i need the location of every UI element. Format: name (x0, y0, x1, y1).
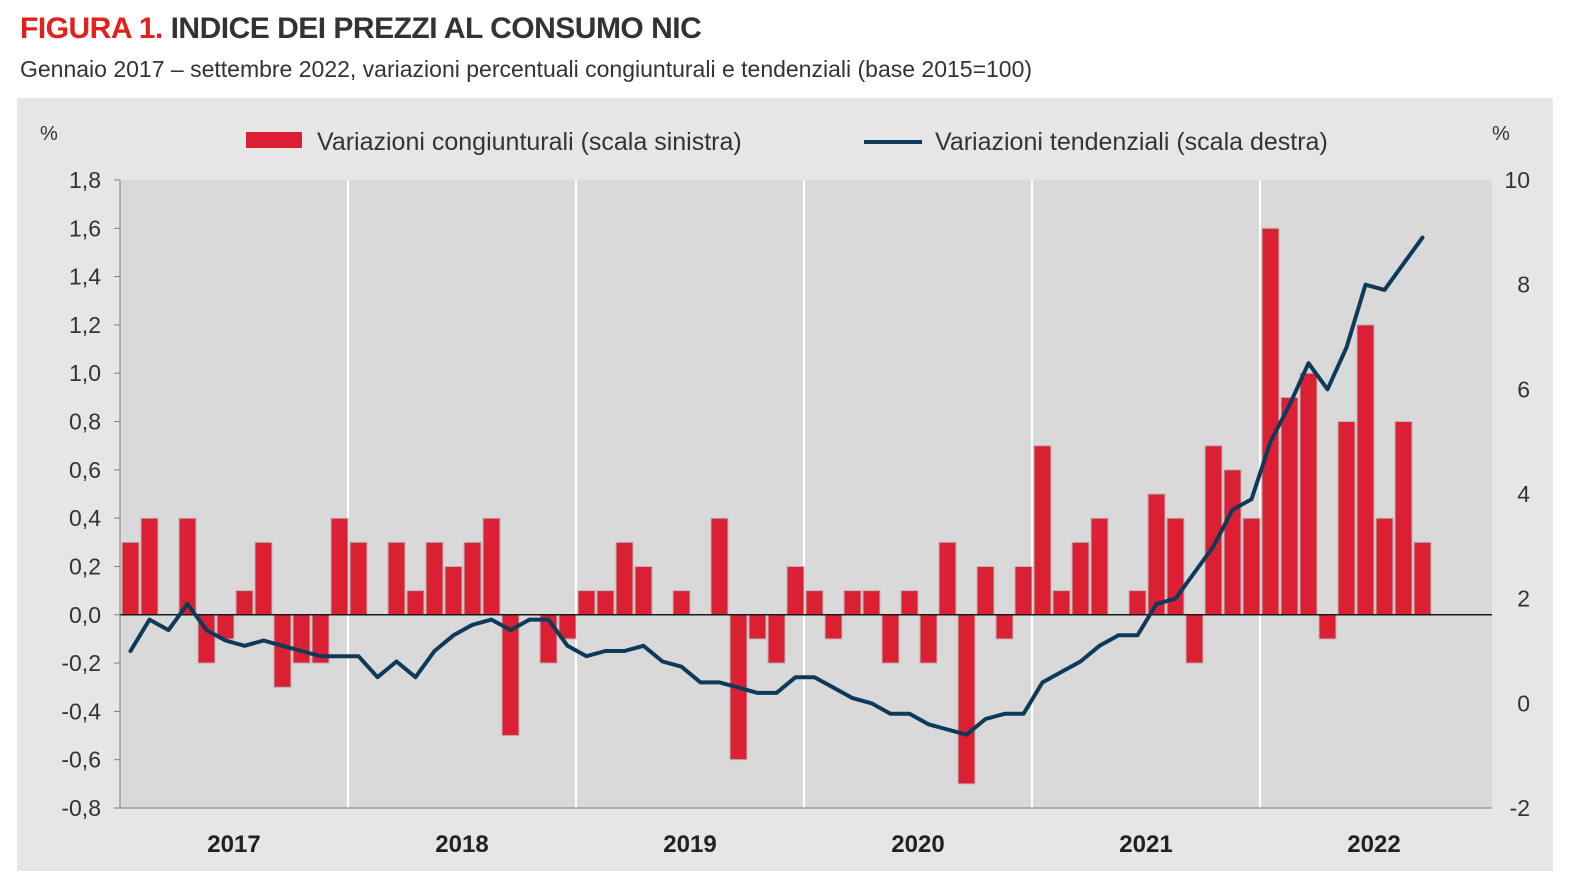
bar (444, 566, 463, 616)
year-label: 2020 (891, 831, 944, 858)
bar (235, 590, 254, 616)
bar (1413, 541, 1432, 616)
bar (900, 590, 919, 616)
bar (254, 541, 273, 616)
bar (1375, 517, 1394, 616)
year-labels: 2017 2018 2019 2020 2021 2022 (207, 831, 1400, 858)
year-label: 2019 (663, 831, 716, 858)
bar (349, 541, 368, 616)
right-axis-unit: % (1492, 123, 1510, 145)
bar (1033, 445, 1052, 616)
left-axis-unit: % (40, 123, 58, 145)
bar (957, 614, 976, 785)
left-tick-label: 1,6 (69, 215, 101, 241)
bar (786, 566, 805, 616)
bar (577, 590, 596, 616)
left-tick-label: 0,0 (69, 602, 101, 628)
bar (1261, 227, 1280, 616)
bar (596, 590, 615, 616)
left-tick-label: 0,8 (69, 409, 101, 435)
bar (824, 614, 843, 640)
bar (1337, 421, 1356, 616)
bar (634, 566, 653, 616)
right-tick-label: 4 (1517, 481, 1530, 507)
right-tick-label: 10 (1504, 167, 1530, 193)
bar (1318, 614, 1337, 640)
bar (1147, 493, 1166, 616)
left-tick-label: 1,8 (69, 167, 101, 193)
left-tick-label: -0,4 (61, 698, 101, 724)
year-label: 2018 (435, 831, 488, 858)
bar (1280, 396, 1299, 616)
bar (919, 614, 938, 664)
bar (843, 590, 862, 616)
bar (330, 517, 349, 616)
bar (1394, 421, 1413, 616)
legend-label-line: Variazioni tendenziali (scala destra) (935, 128, 1328, 156)
trend-line (128, 235, 1425, 737)
bar (463, 541, 482, 616)
bar (1014, 566, 1033, 616)
right-tick-label: 6 (1517, 376, 1530, 402)
bar (1299, 372, 1318, 616)
year-label: 2021 (1119, 831, 1172, 858)
left-tick-label: -0,6 (61, 747, 101, 773)
bar (482, 517, 501, 616)
bar (1071, 541, 1090, 616)
bar (1090, 517, 1109, 616)
bar (292, 614, 311, 664)
left-axis-ticks: 1,8 1,6 1,4 1,2 1,0 0,8 0,6 0,4 0,2 0,0 -0,2 -0,4 -0… (61, 167, 120, 821)
right-tick-label: -2 (1510, 795, 1530, 821)
bar (1204, 445, 1223, 616)
year-label: 2022 (1347, 831, 1400, 858)
figure-title: FIGURA 1. INDICE DEI PREZZI AL CONSUMO N… (20, 12, 702, 46)
bar (1185, 614, 1204, 664)
left-tick-label: 0,2 (69, 553, 101, 579)
right-tick-label: 8 (1517, 272, 1530, 298)
bar-series (121, 227, 1432, 785)
bar (121, 541, 140, 616)
bar (1128, 590, 1147, 616)
bar (1356, 324, 1375, 616)
figure-title-text: INDICE DEI PREZZI AL CONSUMO NIC (162, 12, 702, 45)
bar (767, 614, 786, 664)
left-tick-label: -0,8 (61, 795, 101, 821)
left-tick-label: 1,4 (69, 264, 101, 290)
bar (938, 541, 957, 616)
figure-subtitle: Gennaio 2017 – settembre 2022, variazion… (20, 56, 1033, 82)
bar (805, 590, 824, 616)
left-tick-label: 0,6 (69, 457, 101, 483)
left-tick-label: 1,0 (69, 360, 101, 386)
left-tick-label: 1,2 (69, 312, 101, 338)
bar (976, 566, 995, 616)
legend-label-bars: Variazioni congiunturali (scala sinistra… (317, 128, 742, 156)
bar (387, 541, 406, 616)
bar (615, 541, 634, 616)
bar (672, 590, 691, 616)
legend-swatch-bars (246, 132, 302, 148)
right-axis-ticks: 10 8 6 4 2 0 -2 (1504, 167, 1530, 821)
bar (1242, 517, 1261, 616)
bar (273, 614, 292, 688)
bar (710, 517, 729, 616)
bar (995, 614, 1014, 640)
left-tick-label: 0,4 (69, 505, 101, 531)
figure-number: FIGURA 1. (20, 12, 163, 45)
right-tick-label: 0 (1517, 690, 1530, 716)
left-tick-label: -0,2 (61, 650, 101, 676)
bar (178, 517, 197, 616)
bar (748, 614, 767, 640)
bar (501, 614, 520, 737)
right-tick-label: 2 (1517, 586, 1530, 612)
year-label: 2017 (207, 831, 260, 858)
legend: Variazioni congiunturali (scala sinistra… (246, 128, 1328, 156)
bar (1223, 469, 1242, 616)
bar (406, 590, 425, 616)
bar (1052, 590, 1071, 616)
bar (881, 614, 900, 664)
bar (862, 590, 881, 616)
bar (140, 517, 159, 616)
bar (425, 541, 444, 616)
